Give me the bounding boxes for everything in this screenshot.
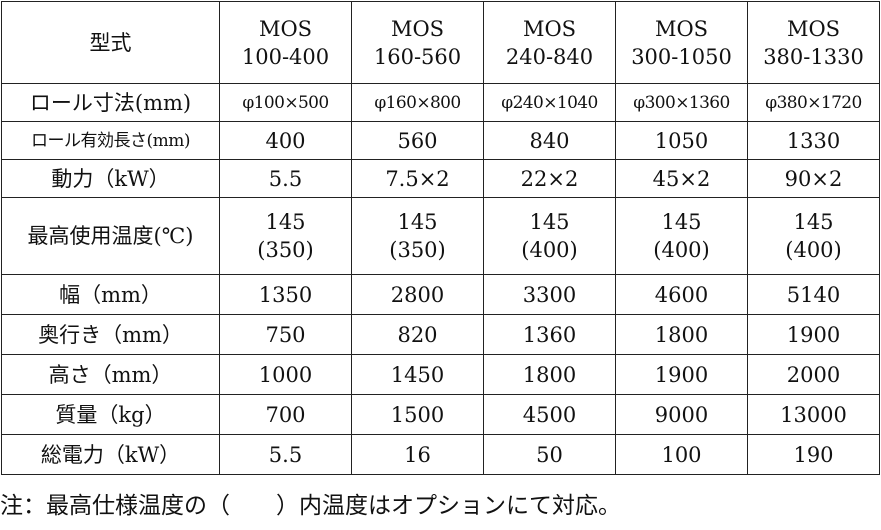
temperature-standard: 145 xyxy=(529,210,570,234)
row-label: 奥行き（mm） xyxy=(1,314,220,355)
table-cell: 2000 xyxy=(747,354,880,395)
row-label: 幅（mm） xyxy=(1,274,220,315)
table-cell: 90×2 xyxy=(747,159,880,198)
row-label: 質量（kg） xyxy=(1,394,220,435)
table-cell: 50 xyxy=(483,434,616,475)
temperature-option: (400) xyxy=(521,238,578,262)
table-row: ロール有効長さ(mm) 400 560 840 1050 1330 xyxy=(1,121,880,160)
model-header-cell: MOS 380-1330 xyxy=(747,1,880,84)
table-cell: 750 xyxy=(219,314,352,355)
table-cell: 4500 xyxy=(483,394,616,435)
table-row: 最高使用温度(℃) 145 (350) 145 (350) 145 (400) 145… xyxy=(1,197,880,275)
table-cell: 1900 xyxy=(747,314,880,355)
table-cell: 5.5 xyxy=(219,159,352,198)
table-cell: 1800 xyxy=(483,354,616,395)
model-header-cell: MOS 100-400 xyxy=(219,1,352,84)
header-row: 型式 MOS 100-400 MOS 160-560 MOS 240-840 MOS 3… xyxy=(1,1,880,84)
table-cell: 840 xyxy=(483,121,616,160)
table-cell: 400 xyxy=(219,121,352,160)
table-row: 質量（kg） 700 1500 4500 9000 13000 xyxy=(1,394,880,435)
table-cell: 560 xyxy=(351,121,484,160)
temperature-standard: 145 xyxy=(397,210,438,234)
model-code: 380-1330 xyxy=(763,44,864,69)
table-cell: φ100×500 xyxy=(219,83,352,122)
table-cell: 9000 xyxy=(615,394,748,435)
footnote: 注：最高仕様温度の（ ）内温度はオプションにて対応。 xyxy=(0,493,621,519)
model-code: 160-560 xyxy=(373,44,462,69)
table-cell: 145 (400) xyxy=(483,197,616,275)
table-cell: 145 (400) xyxy=(615,197,748,275)
temperature-option: (350) xyxy=(389,238,446,262)
model-series: MOS xyxy=(390,16,445,41)
table-row: 高さ（mm） 1000 1450 1800 1900 2000 xyxy=(1,354,880,395)
table-cell: 190 xyxy=(747,434,880,475)
table-cell: 5140 xyxy=(747,274,880,315)
table-cell: 100 xyxy=(615,434,748,475)
row-label: 高さ（mm） xyxy=(1,354,220,395)
model-series: MOS xyxy=(654,16,709,41)
temperature-option: (400) xyxy=(785,238,842,262)
table-cell: φ240×1040 xyxy=(483,83,616,122)
model-header-cell: MOS 160-560 xyxy=(351,1,484,84)
model-series: MOS xyxy=(258,16,313,41)
table-cell: 700 xyxy=(219,394,352,435)
spec-table: 型式 MOS 100-400 MOS 160-560 MOS 240-840 MOS 3… xyxy=(1,1,880,475)
table-cell: 1000 xyxy=(219,354,352,395)
table-cell: 145 (350) xyxy=(351,197,484,275)
row-label: ロール有効長さ(mm) xyxy=(1,121,220,160)
table-row: ロール寸法(mm) φ100×500 φ160×800 φ240×1040 φ3… xyxy=(1,83,880,122)
table-cell: φ300×1360 xyxy=(615,83,748,122)
temperature-option: (400) xyxy=(653,238,710,262)
table-row: 奥行き（mm） 750 820 1360 1800 1900 xyxy=(1,314,880,355)
table-cell: 145 (350) xyxy=(219,197,352,275)
table-row: 幅（mm） 1350 2800 3300 4600 5140 xyxy=(1,274,880,315)
table-cell: 145 (400) xyxy=(747,197,880,275)
model-code: 100-400 xyxy=(241,44,330,69)
table-cell: 1900 xyxy=(615,354,748,395)
table-cell: 1450 xyxy=(351,354,484,395)
model-header-cell: MOS 240-840 xyxy=(483,1,616,84)
table-cell: 1800 xyxy=(615,314,748,355)
table-cell: 1500 xyxy=(351,394,484,435)
table-cell: 13000 xyxy=(747,394,880,435)
row-label: 最高使用温度(℃) xyxy=(1,197,220,275)
table-cell: 7.5×2 xyxy=(351,159,484,198)
table-cell: 4600 xyxy=(615,274,748,315)
table-row: 総電力（kW） 5.5 16 50 100 190 xyxy=(1,434,880,475)
table-cell: 820 xyxy=(351,314,484,355)
temperature-standard: 145 xyxy=(793,210,834,234)
table-cell: 22×2 xyxy=(483,159,616,198)
temperature-option: (350) xyxy=(257,238,314,262)
temperature-standard: 145 xyxy=(661,210,702,234)
row-label: 総電力（kW） xyxy=(1,434,220,475)
table-cell: 5.5 xyxy=(219,434,352,475)
model-header-cell: MOS 300-1050 xyxy=(615,1,748,84)
table-cell: 1050 xyxy=(615,121,748,160)
table-cell: 2800 xyxy=(351,274,484,315)
model-code: 240-840 xyxy=(505,44,594,69)
model-code: 300-1050 xyxy=(631,44,732,69)
table-cell: 3300 xyxy=(483,274,616,315)
row-label: 動力（kW） xyxy=(1,159,220,198)
model-series: MOS xyxy=(522,16,577,41)
table-cell: φ380×1720 xyxy=(747,83,880,122)
header-label-cell: 型式 xyxy=(1,1,220,84)
model-series: MOS xyxy=(786,16,841,41)
table-row: 動力（kW） 5.5 7.5×2 22×2 45×2 90×2 xyxy=(1,159,880,198)
row-label: ロール寸法(mm) xyxy=(1,83,220,122)
table-cell: 1330 xyxy=(747,121,880,160)
table-cell: 45×2 xyxy=(615,159,748,198)
table-cell: φ160×800 xyxy=(351,83,484,122)
temperature-standard: 145 xyxy=(265,210,306,234)
table-cell: 16 xyxy=(351,434,484,475)
table-cell: 1360 xyxy=(483,314,616,355)
table-cell: 1350 xyxy=(219,274,352,315)
